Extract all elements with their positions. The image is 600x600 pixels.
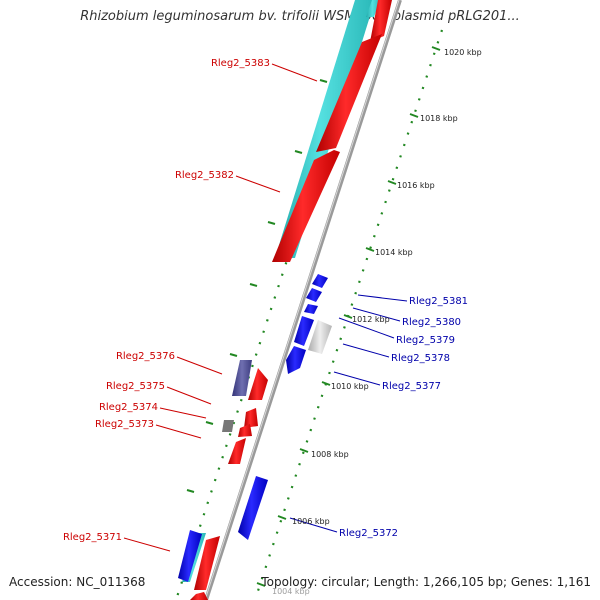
gene-label-rleg2-5372[interactable]: Rleg2_5372: [339, 528, 398, 539]
gene-rleg2-5382[interactable]: [272, 150, 340, 262]
gene-label-rleg2-5379[interactable]: Rleg2_5379: [396, 335, 455, 346]
scale-tick-label: 1020 kbp: [444, 48, 482, 57]
scale-tick-label: 1004 kbp: [272, 587, 310, 596]
gene-rleg2-5372[interactable]: [238, 476, 268, 540]
gene-grey-5374: [222, 420, 234, 432]
gene-label-rleg2-5377[interactable]: Rleg2_5377: [382, 381, 441, 392]
outer-track-markers: [186, 79, 328, 493]
gene-label-rleg2-5380[interactable]: Rleg2_5380: [402, 317, 461, 328]
gene-label-rleg2-5373[interactable]: Rleg2_5373: [95, 419, 154, 430]
scale-tick-label: 1018 kbp: [420, 114, 458, 123]
gene-label-rleg2-5381[interactable]: Rleg2_5381: [409, 296, 468, 307]
scale-tick-label: 1008 kbp: [311, 450, 349, 459]
gene-rleg2-5375[interactable]: [244, 408, 258, 428]
cds-cyan-band-upper: [275, 0, 375, 258]
map-title: Rhizobium leguminosarum bv. trifolii WSM…: [80, 9, 520, 24]
left-gene-labels: Rleg2_5383 Rleg2_5382 Rleg2_5376 Rleg2_5…: [63, 58, 318, 552]
gene-label-rleg2-5382[interactable]: Rleg2_5382: [175, 170, 234, 181]
gene-label-rleg2-5378[interactable]: Rleg2_5378: [391, 353, 450, 364]
gene-rleg2-5376[interactable]: [248, 368, 268, 400]
backbone-track-highlight: [204, 0, 400, 600]
gene-label-rleg2-5371[interactable]: Rleg2_5371: [63, 532, 122, 543]
scale-tick-label: 1006 kbp: [292, 517, 330, 526]
gene-rleg2-5371-blue: [178, 530, 202, 582]
gene-rleg2-5371[interactable]: [194, 536, 220, 590]
scale-ticks: 1020 kbp 1018 kbp 1016 kbp 1014 kbp 1012…: [256, 46, 482, 596]
scale-tick-label: 1012 kbp: [352, 315, 390, 324]
accession-text: Accession: NC_011368: [9, 575, 146, 589]
gene-rleg2-5374[interactable]: [238, 424, 252, 437]
genome-summary-text: Topology: circular; Length: 1,266,105 bp…: [261, 575, 591, 589]
gene-rleg2-5380[interactable]: [304, 288, 322, 314]
scale-tick-label: 1014 kbp: [375, 248, 413, 257]
gene-red-partial-bottom: [190, 592, 208, 600]
gene-rleg2-5383[interactable]: [316, 0, 392, 152]
gene-rleg2-5373[interactable]: [228, 438, 246, 464]
scale-tick-label: 1016 kbp: [397, 181, 435, 190]
backbone-track: [204, 0, 402, 600]
gene-rleg2-5378[interactable]: [286, 346, 306, 374]
gene-rleg2-5379[interactable]: [294, 316, 314, 346]
gene-label-rleg2-5375[interactable]: Rleg2_5375: [106, 381, 165, 392]
gene-grey-5379: [308, 320, 332, 354]
right-gene-labels: Rleg2_5381 Rleg2_5380 Rleg2_5379 Rleg2_5…: [289, 294, 468, 539]
gene-label-rleg2-5376[interactable]: Rleg2_5376: [116, 351, 175, 362]
gene-label-rleg2-5383[interactable]: Rleg2_5383: [211, 58, 270, 69]
gene-purple-5376: [232, 360, 252, 396]
gene-rleg2-5381[interactable]: [312, 274, 328, 288]
scale-tick-label: 1010 kbp: [331, 382, 369, 391]
gene-label-rleg2-5374[interactable]: Rleg2_5374: [99, 402, 158, 413]
